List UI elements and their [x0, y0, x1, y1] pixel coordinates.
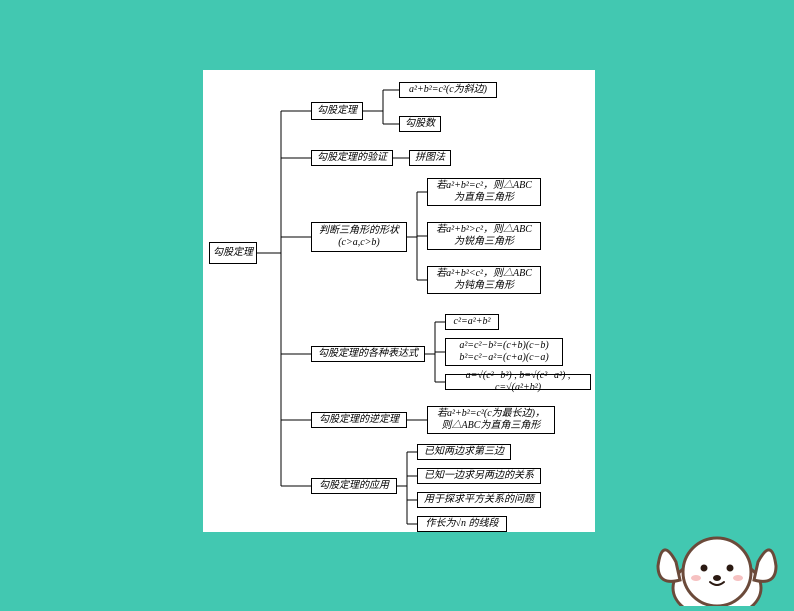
node-b6: 勾股定理的应用	[311, 478, 397, 494]
node-b3: 判断三角形的形状 (c>a,c>b)	[311, 222, 407, 252]
node-b1a: a²+b²=c²(c为斜边)	[399, 82, 497, 98]
node-b4b: a²=c²−b²=(c+b)(c−b) b²=c²−a²=(c+a)(c−a)	[445, 338, 563, 366]
node-b3c: 若a²+b²<c²，则△ABC 为钝角三角形	[427, 266, 541, 294]
node-b3b: 若a²+b²>c²，则△ABC 为锐角三角形	[427, 222, 541, 250]
node-b5: 勾股定理的逆定理	[311, 412, 407, 428]
node-b1: 勾股定理	[311, 102, 363, 120]
node-b3a: 若a²+b²=c²，则△ABC 为直角三角形	[427, 178, 541, 206]
node-b6c: 用于探求平方关系的问题	[417, 492, 541, 508]
node-b4: 勾股定理的各种表达式	[311, 346, 425, 362]
node-root: 勾股定理	[209, 242, 257, 264]
node-b4a: c²=a²+b²	[445, 314, 499, 330]
node-b5a: 若a²+b²=c²(c为最长边)， 则△ABC为直角三角形	[427, 406, 555, 434]
node-b1b: 勾股数	[399, 116, 441, 132]
diagram-page: 勾股定理勾股定理a²+b²=c²(c为斜边)勾股数勾股定理的验证拼图法判断三角形…	[203, 70, 595, 532]
node-b2: 勾股定理的验证	[311, 150, 393, 166]
node-b4c: a=√(c²−b²) , b=√(c²−a²) , c=√(a²+b²)	[445, 374, 591, 390]
node-b6b: 已知一边求另两边的关系	[417, 468, 541, 484]
node-b6a: 已知两边求第三边	[417, 444, 511, 460]
dog-decoration	[652, 516, 782, 606]
node-b2a: 拼图法	[409, 150, 451, 166]
node-b6d: 作长为√n 的线段	[417, 516, 507, 532]
connector-layer	[203, 70, 595, 532]
